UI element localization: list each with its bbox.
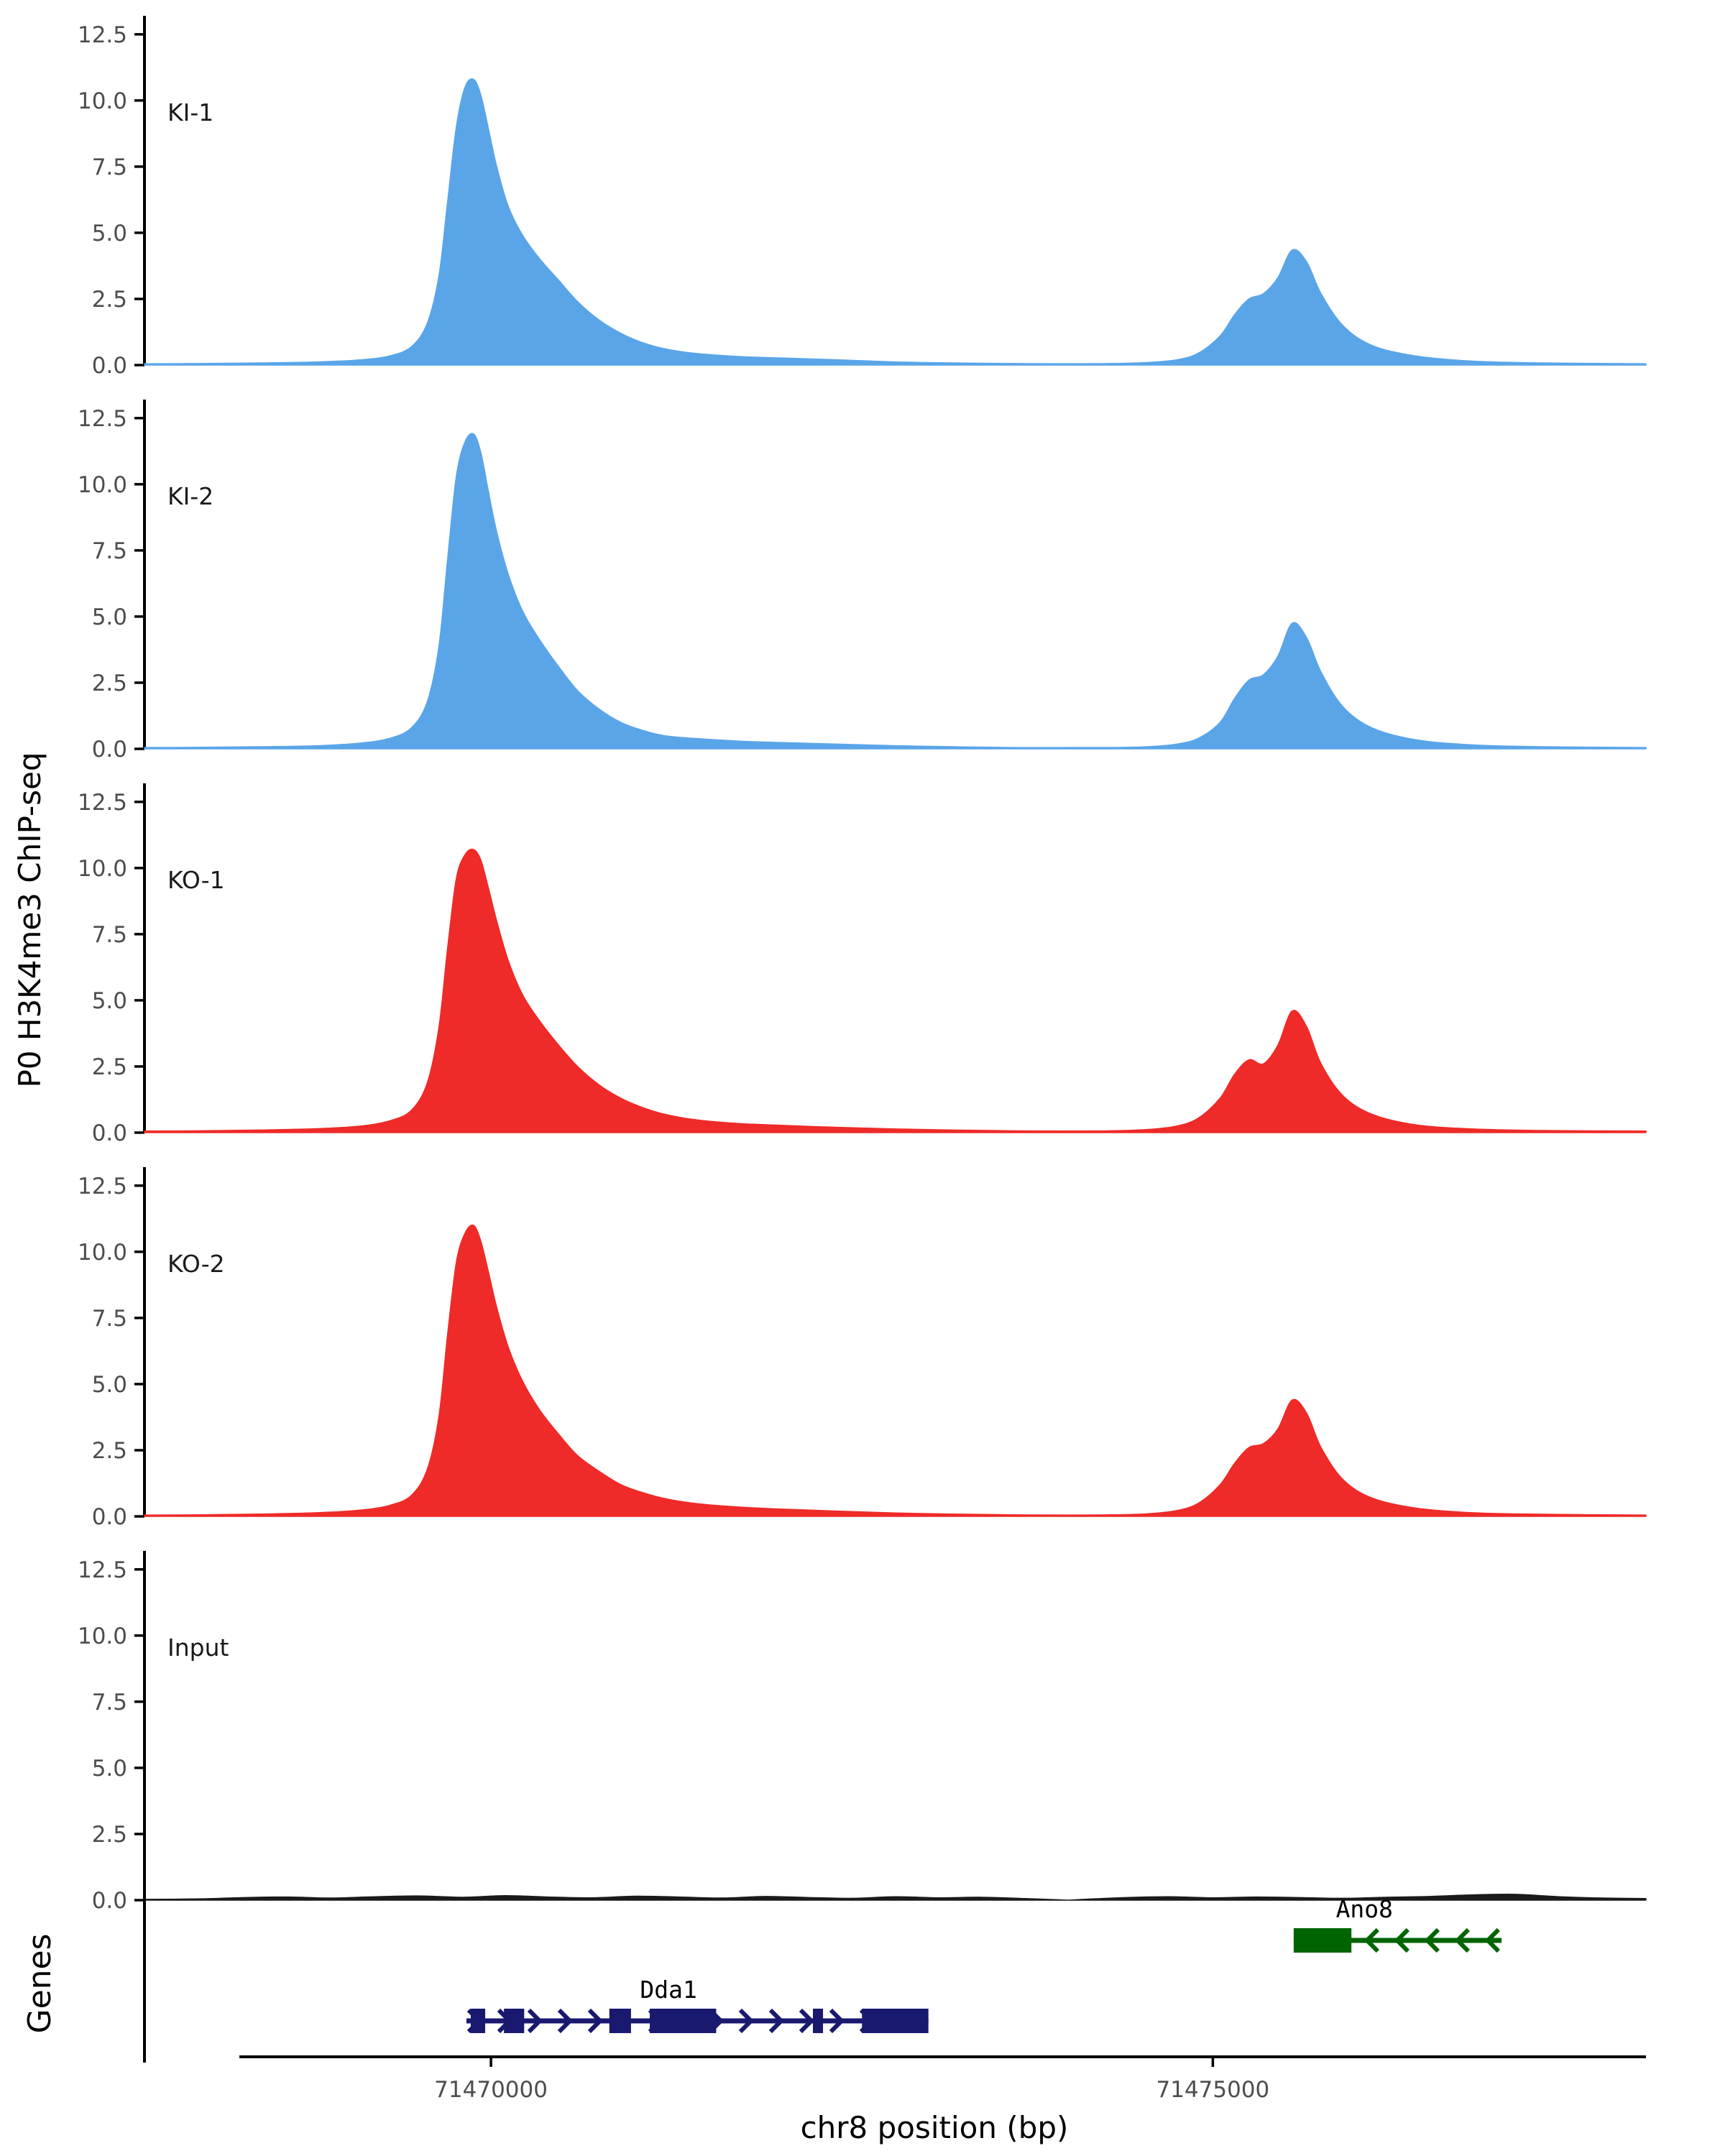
signal-track-ko-1: 0.0 2.5 5.0 7.5 10.0 12.5 KO-1 <box>78 783 1647 1146</box>
gene-strand-arrow-icon <box>1454 1927 1471 1953</box>
gene-strand-arrow-icon <box>587 2008 604 2034</box>
y-tick-label: 10.0 <box>78 1623 127 1649</box>
track-label-ki-1: KI-1 <box>167 98 213 126</box>
gene-strand-arrow-icon <box>768 2008 785 2034</box>
signal-area-ko-2 <box>144 1224 1647 1517</box>
y-tick-label: 10.0 <box>78 856 127 882</box>
signal-area-ki-1 <box>144 78 1647 366</box>
gene-strand-arrow-icon <box>1394 1927 1410 1953</box>
gene-strand-arrow-icon <box>557 2008 574 2034</box>
signal-track-ki-1: 0.0 2.5 5.0 7.5 10.0 12.5 KI-1 <box>78 16 1647 379</box>
x-tick-label: 71470000 <box>434 2077 548 2103</box>
y-tick-label: 5.0 <box>92 221 127 247</box>
y-tick-label: 5.0 <box>92 988 127 1014</box>
genes-panel-title: Genes <box>22 1933 58 2033</box>
gene-exon-block <box>813 2009 824 2033</box>
x-axis-layer: 71470000 71475000 <box>239 2055 1646 2103</box>
y-tick-label: 12.5 <box>78 22 127 48</box>
y-tick-label: 12.5 <box>78 1174 127 1199</box>
gene-strand-arrow-icon <box>1363 1927 1380 1953</box>
y-tick-label: 7.5 <box>92 922 127 948</box>
gene-name-label: Dda1 <box>640 1976 696 2004</box>
y-tick-label: 0.0 <box>92 1888 127 1914</box>
gene-ano8[interactable]: Ano8 <box>1293 1895 1502 1953</box>
signal-track-input: 0.0 2.5 5.0 7.5 10.0 12.5 Input <box>78 1551 1647 1914</box>
y-tick-label: 0.0 <box>92 737 127 763</box>
y-tick-label: 12.5 <box>78 1557 127 1583</box>
y-tick-label: 7.5 <box>92 1306 127 1332</box>
y-tick-label: 0.0 <box>92 1504 127 1530</box>
y-tick-label: 2.5 <box>92 287 127 313</box>
track-label-input: Input <box>167 1634 229 1662</box>
signal-area-ki-2 <box>144 433 1647 750</box>
y-tick-label: 10.0 <box>78 472 127 498</box>
y-tick-label: 2.5 <box>92 1438 127 1464</box>
y-tick-label: 10.0 <box>78 1240 127 1266</box>
gene-exon-block <box>862 2009 929 2033</box>
gene-exon-block <box>609 2009 631 2033</box>
y-tick-label: 0.0 <box>92 1120 127 1146</box>
y-tick-label: 5.0 <box>92 604 127 630</box>
y-tick-label: 12.5 <box>78 790 127 816</box>
signal-area-ko-1 <box>144 848 1647 1133</box>
gene-exon-block <box>470 2009 486 2033</box>
y-tick-label: 7.5 <box>92 1690 127 1715</box>
track-label-ki-2: KI-2 <box>167 482 213 510</box>
gene-strand-arrow-icon <box>1484 1927 1501 1953</box>
y-tick-label: 2.5 <box>92 671 127 696</box>
gene-strand-arrow-icon <box>738 2008 755 2034</box>
gene-exon-block <box>650 2009 717 2033</box>
gene-strand-arrow-icon <box>1424 1927 1440 1953</box>
gene-strand-arrow-icon <box>799 2008 815 2034</box>
y-tick-label: 2.5 <box>92 1054 127 1080</box>
y-tick-label: 2.5 <box>92 1822 127 1848</box>
genes-track-layer: Ano8 Dda1 <box>143 1895 1502 2063</box>
signal-tracks-layer: 0.0 2.5 5.0 7.5 10.0 12.5 KI-1 0.0 2.5 5.0 7.5 10.0… <box>78 16 1647 1914</box>
track-label-ko-1: KO-1 <box>167 866 225 894</box>
x-axis-title: chr8 position (bp) <box>801 2110 1069 2145</box>
track-label-ko-2: KO-2 <box>167 1250 225 1278</box>
gene-exon-block <box>1293 1928 1352 1953</box>
gene-name-label: Ano8 <box>1336 1895 1393 1923</box>
y-axis-title: P0 H3K4me3 ChIP-seq <box>12 752 47 1087</box>
y-tick-label: 5.0 <box>92 1756 127 1782</box>
gene-dda1[interactable]: Dda1 <box>466 1976 929 2034</box>
y-tick-label: 7.5 <box>92 155 127 180</box>
gene-exon-block <box>504 2009 525 2033</box>
x-tick-label: 71475000 <box>1156 2077 1270 2103</box>
y-tick-label: 7.5 <box>92 538 127 564</box>
y-tick-label: 5.0 <box>92 1372 127 1398</box>
y-tick-label: 12.5 <box>78 406 127 432</box>
gene-strand-arrow-icon <box>829 2008 845 2034</box>
signal-area-input <box>144 1894 1647 1901</box>
y-tick-label: 10.0 <box>78 88 127 114</box>
signal-track-ko-2: 0.0 2.5 5.0 7.5 10.0 12.5 KO-2 <box>78 1167 1647 1530</box>
y-tick-label: 0.0 <box>92 353 127 379</box>
gene-strand-arrow-icon <box>527 2008 543 2034</box>
signal-track-ki-2: 0.0 2.5 5.0 7.5 10.0 12.5 KI-2 <box>78 400 1647 763</box>
